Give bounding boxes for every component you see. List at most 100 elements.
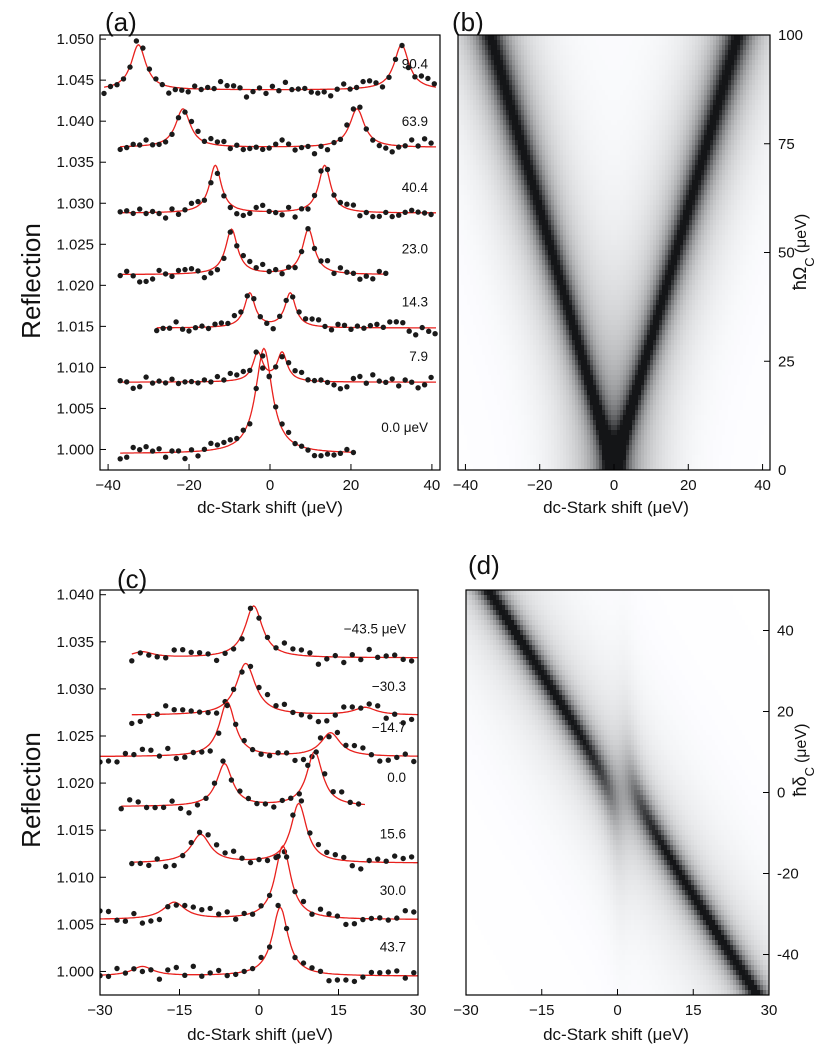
- heat-cell-b: [752, 125, 756, 131]
- heat-cell-b: [626, 200, 630, 206]
- heat-cell-b: [488, 140, 492, 146]
- heat-cell-b: [578, 90, 582, 96]
- heat-cell-b: [638, 180, 642, 186]
- heat-cell-b: [569, 105, 573, 111]
- heat-cell-b: [506, 130, 510, 136]
- heat-cell-b: [677, 120, 681, 126]
- heat-cell-b: [479, 85, 483, 91]
- heat-cell-b: [497, 190, 501, 196]
- heat-cell-b: [557, 105, 561, 111]
- heat-cell-b: [710, 130, 714, 136]
- heat-cell-b: [701, 165, 705, 171]
- heat-cell-b: [650, 220, 654, 226]
- data-point-a-2-29: [305, 206, 311, 212]
- heat-cell-b: [572, 120, 576, 126]
- heat-cell-b: [596, 250, 600, 256]
- heat-cell-b: [503, 145, 507, 151]
- heat-cell-b: [662, 245, 666, 251]
- heat-cell-b: [476, 180, 480, 186]
- data-point-a-2-36: [350, 202, 357, 208]
- heat-cell-b: [731, 150, 735, 156]
- heat-cell-b: [605, 230, 609, 236]
- heat-cell-b: [623, 120, 627, 126]
- heat-cell-b: [470, 95, 474, 101]
- heat-cell-b: [560, 240, 564, 246]
- heat-cell-b: [503, 190, 507, 196]
- heat-cell-b: [662, 140, 666, 146]
- heat-cell-b: [689, 190, 693, 196]
- heat-cell-b: [638, 70, 642, 76]
- heat-cell-b: [701, 245, 705, 251]
- heat-cell-b: [506, 110, 510, 116]
- heat-cell-b: [701, 45, 705, 51]
- heat-cell-b: [755, 90, 759, 96]
- heat-cell-b: [530, 75, 534, 81]
- heat-cell-b: [551, 145, 555, 151]
- heat-cell-b: [752, 40, 756, 46]
- heat-cell-b: [494, 130, 498, 136]
- heat-cell-b: [491, 145, 495, 151]
- heat-cell-b: [734, 45, 738, 51]
- heat-cell-b: [542, 55, 546, 61]
- heat-cell-b: [533, 115, 537, 121]
- heat-cell-b: [731, 105, 735, 111]
- heat-cell-b: [692, 150, 696, 156]
- heat-cell-b: [674, 210, 678, 216]
- heat-cell-b: [620, 160, 624, 166]
- y-tick-label-a-10: 1.050: [56, 31, 94, 48]
- heat-cell-b: [626, 60, 630, 66]
- heat-cell-b: [602, 200, 606, 206]
- heat-cell-b: [665, 40, 669, 46]
- heat-cell-b: [494, 55, 498, 61]
- heat-cell-b: [677, 115, 681, 121]
- heat-cell-b: [524, 120, 528, 126]
- heat-cell-b: [743, 35, 747, 41]
- heat-cell-b: [473, 195, 477, 201]
- heat-cell-b: [635, 120, 639, 126]
- heat-cell-b: [710, 110, 714, 116]
- heat-cell-b: [767, 125, 771, 131]
- heat-cell-b: [662, 35, 666, 41]
- heat-cell-b: [671, 160, 675, 166]
- heat-cell-b: [623, 210, 627, 216]
- heat-cell-b: [650, 100, 654, 106]
- heat-cell-b: [737, 125, 741, 131]
- data-point-a-0-31: [302, 85, 308, 92]
- heat-cell-b: [461, 105, 465, 111]
- heat-cell-b: [542, 190, 546, 196]
- heat-cell-b: [623, 130, 627, 136]
- heat-cell-b: [530, 215, 534, 221]
- heat-cell-b: [611, 90, 615, 96]
- heat-cell-b: [602, 85, 606, 91]
- heat-cell-b: [731, 95, 735, 101]
- heat-cell-b: [644, 110, 648, 116]
- heat-cell-b: [482, 75, 486, 81]
- heat-cell-b: [665, 110, 669, 116]
- heat-cell-b: [626, 150, 630, 156]
- heat-cell-b: [758, 100, 762, 106]
- heat-cell-b: [602, 110, 606, 116]
- heat-cell-b: [713, 100, 717, 106]
- heat-cell-b: [695, 140, 699, 146]
- heat-cell-b: [548, 195, 552, 201]
- heat-cell-b: [686, 230, 690, 236]
- heat-cell-b: [659, 145, 663, 151]
- heat-cell-b: [572, 215, 576, 221]
- heat-cell-b: [551, 115, 555, 121]
- heat-cell-b: [692, 225, 696, 231]
- heat-cell-b: [755, 235, 759, 241]
- heat-cell-b: [494, 60, 498, 66]
- data-point-a-3-19: [240, 252, 246, 259]
- heat-cell-b: [683, 250, 687, 256]
- heat-cell-b: [461, 235, 465, 241]
- heat-cell-b: [521, 45, 525, 51]
- heat-cell-b: [758, 115, 762, 121]
- y-tick-label-a-6: 1.030: [56, 195, 94, 212]
- heat-cell-b: [494, 155, 498, 161]
- data-point-a-5-48: [428, 374, 434, 381]
- heat-cell-b: [740, 65, 744, 71]
- heat-cell-b: [626, 230, 630, 236]
- heat-cell-b: [725, 165, 729, 171]
- heat-cell-b: [548, 45, 552, 51]
- heat-cell-b: [695, 85, 699, 91]
